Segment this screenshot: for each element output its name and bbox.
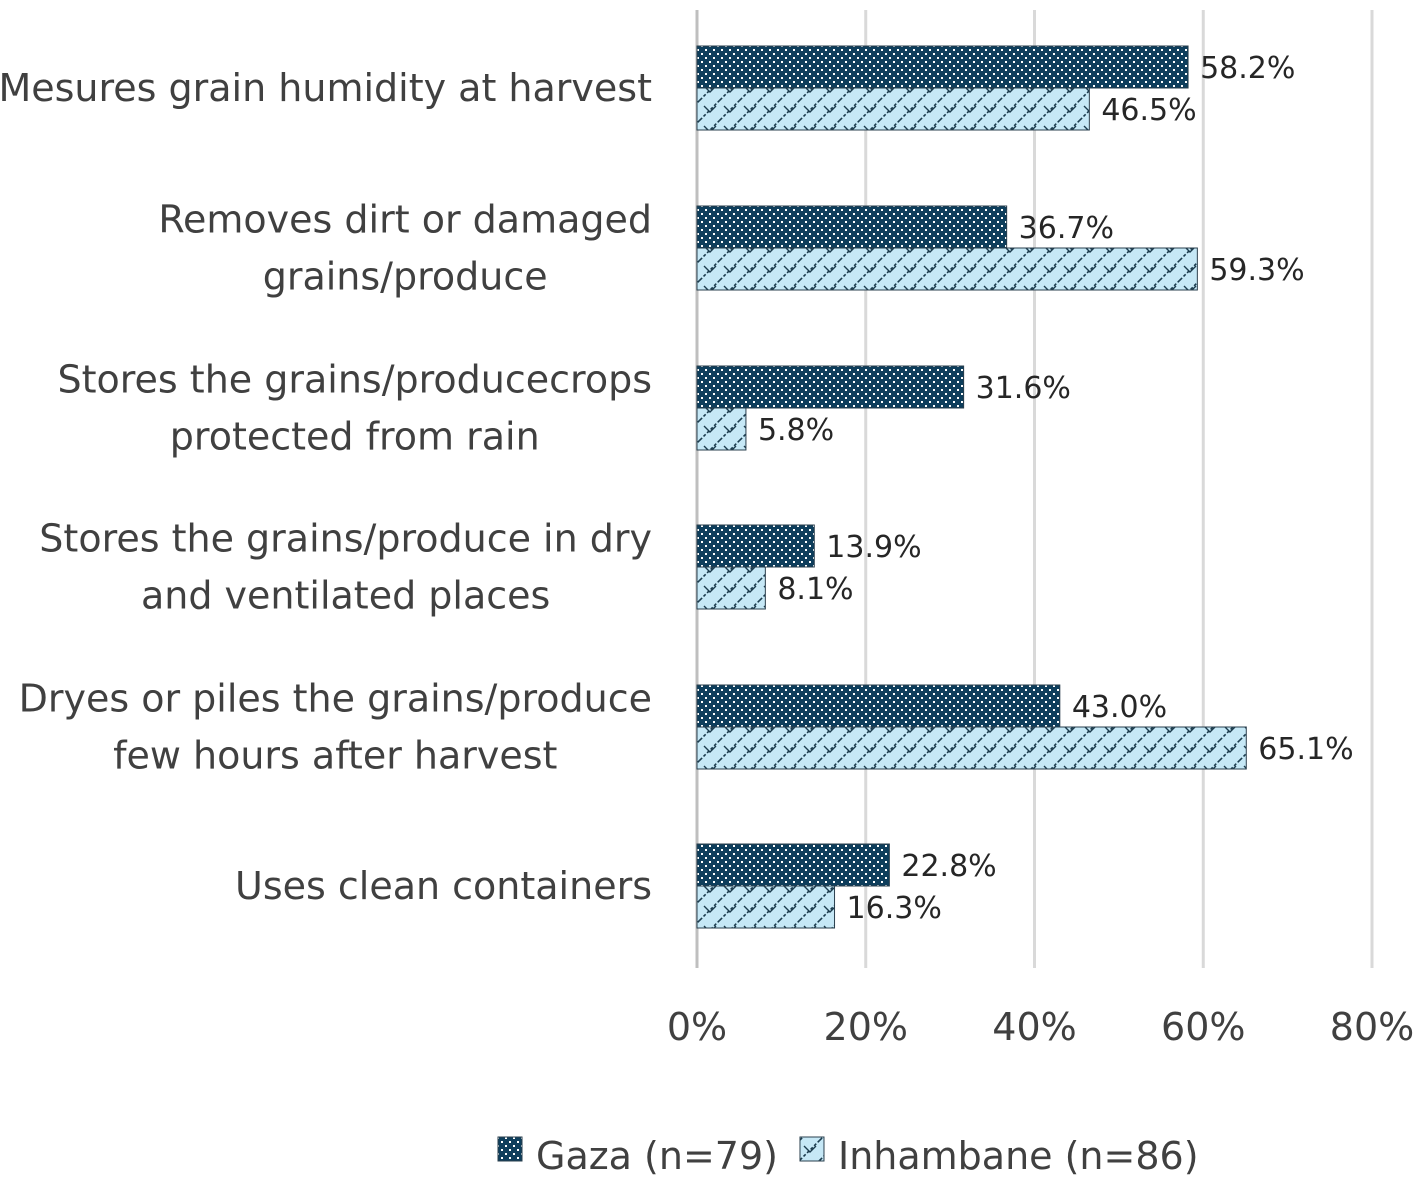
bar-inhambane <box>696 885 836 929</box>
bar-inhambane <box>696 247 1198 291</box>
data-label: 31.6% <box>976 371 1071 406</box>
data-label: 46.5% <box>1101 93 1196 128</box>
bar-inhambane <box>696 407 747 451</box>
category-label: Dryes or piles the grains/produce <box>19 677 652 721</box>
data-label: 13.9% <box>826 530 921 565</box>
category-label: few hours after harvest <box>113 734 557 778</box>
category-label: Stores the grains/producecrops <box>57 358 652 402</box>
legend-swatch-gaza <box>497 1136 523 1162</box>
bar-gaza <box>696 205 1008 249</box>
category-label: protected from rain <box>170 415 540 459</box>
data-label: 22.8% <box>901 849 996 884</box>
category-label: Mesures grain humidity at harvest <box>0 66 652 110</box>
legend-label: Inhambane (n=86) <box>838 1134 1199 1178</box>
bar-gaza <box>696 843 890 887</box>
category-label: Uses clean containers <box>235 864 652 908</box>
x-tick-label: 60% <box>1161 1005 1245 1049</box>
data-label: 65.1% <box>1258 732 1353 767</box>
x-tick-label: 0% <box>667 1005 727 1049</box>
bar-gaza <box>696 684 1061 728</box>
bar-gaza <box>696 524 815 568</box>
legend-swatch-inhambane <box>799 1136 825 1162</box>
legend: Gaza (n=79) Inhambane (n=86) <box>497 1134 1199 1178</box>
grid-lines <box>695 10 1374 968</box>
data-label: 36.7% <box>1019 211 1114 246</box>
bar-inhambane <box>696 87 1090 131</box>
legend-label: Gaza (n=79) <box>536 1134 778 1178</box>
bar-gaza <box>696 365 965 409</box>
data-label: 16.3% <box>847 891 942 926</box>
bars <box>696 45 1247 929</box>
category-labels: Mesures grain humidity at harvest Removes… <box>0 66 652 908</box>
bar-inhambane <box>696 566 766 610</box>
bar-gaza <box>696 45 1189 89</box>
x-axis-ticks: 0% 20% 40% 60% 80% <box>667 1005 1414 1049</box>
bar-inhambane <box>696 726 1247 770</box>
data-label: 8.1% <box>777 572 853 607</box>
data-label: 5.8% <box>758 413 834 448</box>
x-tick-label: 80% <box>1330 1005 1414 1049</box>
category-label: and ventilated places <box>141 574 550 618</box>
category-label: grains/produce <box>263 255 548 299</box>
data-label: 43.0% <box>1072 690 1167 725</box>
x-tick-label: 40% <box>992 1005 1076 1049</box>
data-label: 59.3% <box>1209 253 1304 288</box>
x-tick-label: 20% <box>824 1005 908 1049</box>
data-labels: 58.2% 36.7% 31.6% 13.9% 43.0% 22.8% 46.5% 59.3%… <box>758 51 1354 926</box>
category-label: Removes dirt or damaged <box>158 198 652 242</box>
category-label: Stores the grains/produce in dry <box>39 517 652 561</box>
data-label: 58.2% <box>1200 51 1295 86</box>
